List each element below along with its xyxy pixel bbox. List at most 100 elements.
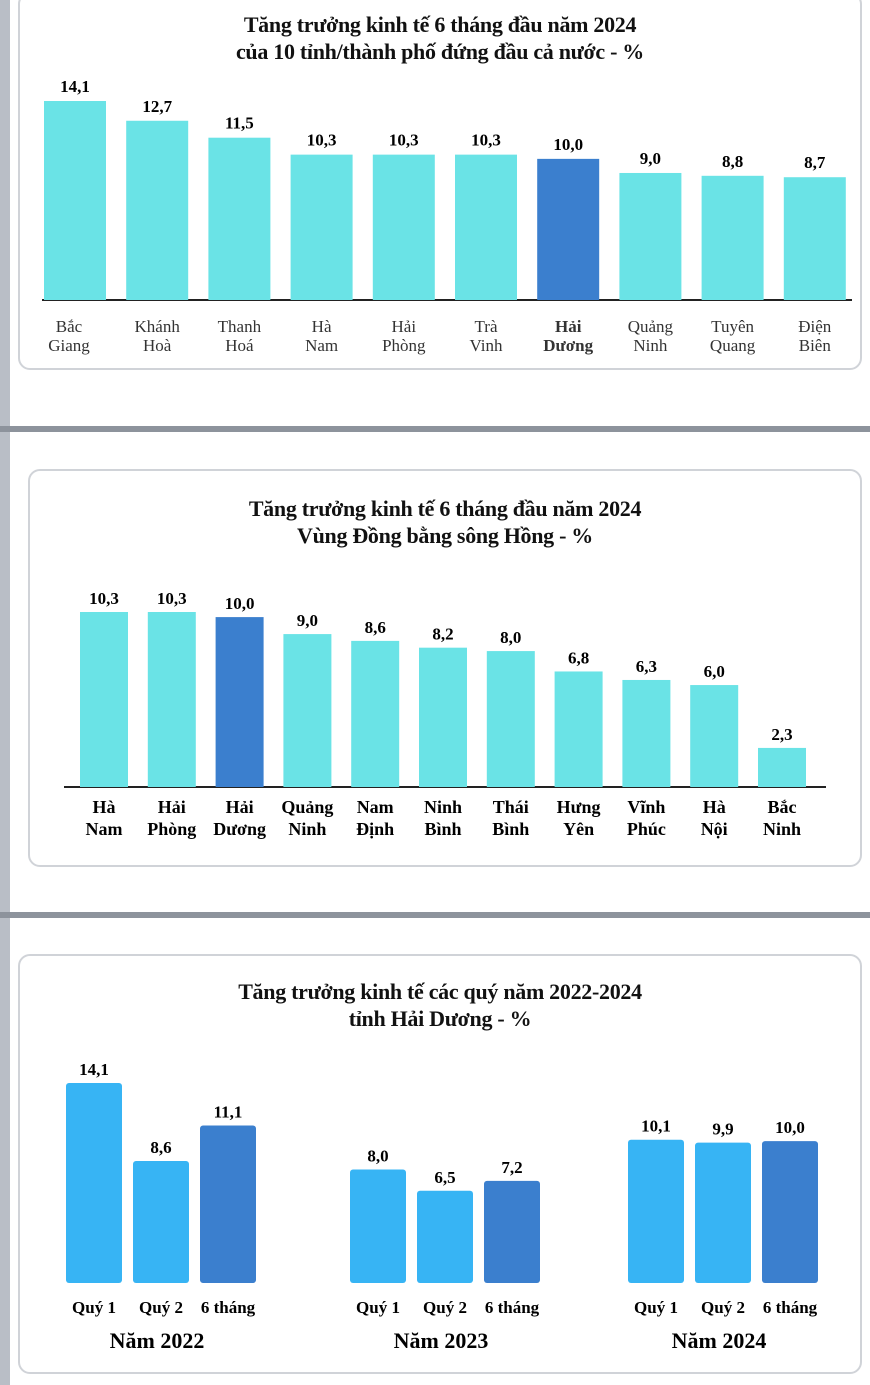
tick-label-nam-2022-quy-1: Quý 1	[72, 1298, 116, 1317]
data-label-nam-2024-quy-2: 9,9	[712, 1120, 733, 1139]
tick-label-dien-bien: Biên	[799, 336, 832, 355]
bar-khanh-hoa	[126, 120, 189, 300]
chart-title: Tăng trưởng kinh tế 6 tháng đầu năm 2024…	[20, 11, 860, 65]
tick-label-khanh-hoa: Hoà	[143, 336, 172, 355]
tick-label-hai-duong: Hải	[226, 797, 254, 817]
tick-label-nam-2023-6-thang: 6 tháng	[485, 1298, 540, 1317]
bar-bac-giang	[44, 101, 106, 300]
tick-label-vinh-phuc: Phúc	[627, 819, 666, 839]
data-label-nam-2022-quy-2: 8,6	[150, 1138, 171, 1157]
chart-subtitle: của 10 tỉnh/thành phố đứng đầu cả nước -…	[235, 39, 645, 64]
data-label-ha-noi: 6,0	[704, 662, 725, 681]
bar-ha-nam	[80, 612, 128, 787]
group-label-nam-2024: Năm 2024	[672, 1328, 767, 1353]
bar-quang-ninh	[283, 634, 332, 787]
tick-label-tuyen-quang: Tuyên	[711, 317, 754, 336]
data-label-tra-vinh: 10,3	[471, 131, 501, 150]
tick-label-nam-2022-quy-2: Quý 2	[139, 1298, 183, 1317]
data-label-nam-2024-6-thang: 10,0	[775, 1118, 805, 1137]
tick-label-nam-dinh: Nam	[357, 797, 394, 817]
data-label-hai-duong: 10,0	[225, 594, 255, 613]
bar-thanh-hoa	[208, 137, 271, 300]
tick-label-thanh-hoa: Thanh	[218, 317, 262, 336]
tick-label-tra-vinh: Trà	[475, 317, 498, 336]
data-label-nam-2023-quy-2: 6,5	[434, 1168, 455, 1187]
data-label-hai-phong: 10,3	[157, 589, 187, 608]
tick-label-ha-noi: Nội	[701, 819, 728, 839]
bar-nam-2022-6-thang	[200, 1125, 256, 1283]
tick-label-vinh-phuc: Vĩnh	[627, 797, 665, 817]
tick-label-ha-nam: Hà	[92, 797, 115, 817]
tick-label-hai-phong: Hải	[158, 797, 186, 817]
tick-label-nam-2022-6-thang: 6 tháng	[201, 1298, 256, 1317]
bar-hai-phong	[372, 154, 435, 300]
group-label-nam-2022: Năm 2022	[110, 1328, 205, 1353]
tick-label-bac-giang: Bắc	[56, 317, 83, 336]
tick-label-bac-ninh: Ninh	[763, 819, 801, 839]
bar-nam-2023-quy-2	[417, 1190, 473, 1283]
tick-label-nam-dinh: Định	[356, 819, 394, 839]
tick-label-nam-2024-quy-1: Quý 1	[634, 1298, 678, 1317]
chart-subtitle: Vùng Đồng bằng sông Hồng - %	[296, 523, 594, 548]
tick-label-dien-bien: Điện	[798, 317, 832, 336]
bar-thai-binh	[486, 651, 535, 787]
tick-label-nam-2023-quy-1: Quý 1	[356, 1298, 400, 1317]
tick-label-thai-binh: Thái	[493, 797, 529, 817]
chart-card-hai-duong-quarters: Tăng trưởng kinh tế các quý năm 2022-202…	[18, 954, 862, 1374]
tick-label-hai-phong: Phòng	[382, 336, 426, 355]
bar-nam-2024-quy-2	[695, 1142, 751, 1283]
section-divider	[0, 912, 870, 918]
bar-ha-noi	[690, 685, 739, 787]
data-label-quang-ninh: 9,0	[297, 611, 318, 630]
data-label-dien-bien: 8,7	[804, 153, 826, 172]
tick-label-ninh-binh: Ninh	[424, 797, 462, 817]
chart-card-top10: Tăng trưởng kinh tế 6 tháng đầu năm 2024…	[18, 0, 862, 370]
bar-hai-phong	[147, 612, 196, 787]
tick-label-nam-2023-quy-2: Quý 2	[423, 1298, 467, 1317]
bar-nam-2024-6-thang	[762, 1141, 818, 1283]
data-label-ha-nam: 10,3	[307, 131, 337, 150]
tick-label-bac-ninh: Bắc	[768, 797, 797, 817]
bar-hai-duong	[537, 158, 600, 300]
chart-title: Tăng trưởng kinh tế 6 tháng đầu năm 2024…	[30, 495, 860, 549]
bar-nam-2024-quy-1	[628, 1139, 684, 1283]
chart-title-line1: Tăng trưởng kinh tế 6 tháng đầu năm 2024	[243, 12, 637, 37]
bar-nam-2023-6-thang	[484, 1180, 540, 1283]
chart-title: Tăng trưởng kinh tế các quý năm 2022-202…	[20, 978, 860, 1032]
tick-label-quang-ninh: Ninh	[633, 336, 668, 355]
tick-label-ha-noi: Hà	[703, 797, 726, 817]
section-divider	[0, 426, 870, 432]
bar-chart-red-river-delta: 10,3HàNam10,3HảiPhòng10,0HảiDương9,0Quản…	[64, 589, 826, 839]
tick-label-hai-duong: Dương	[213, 819, 266, 839]
data-label-quang-ninh: 9,0	[640, 149, 661, 168]
bar-tuyen-quang	[701, 175, 764, 300]
tick-label-ha-nam: Nam	[305, 336, 338, 355]
data-label-nam-2022-6-thang: 11,1	[214, 1103, 243, 1122]
data-label-nam-2023-quy-1: 8,0	[367, 1147, 388, 1166]
data-label-hung-yen: 6,8	[568, 648, 589, 667]
bar-ninh-binh	[419, 647, 467, 787]
bar-vinh-phuc	[622, 679, 671, 787]
chart-title-line1: Tăng trưởng kinh tế các quý năm 2022-202…	[238, 979, 642, 1004]
left-edge-strip	[0, 0, 10, 1385]
tick-label-ha-nam: Hà	[312, 317, 332, 336]
tick-label-quang-ninh: Quảng	[628, 317, 674, 336]
tick-label-quang-ninh: Ninh	[288, 819, 326, 839]
tick-label-tra-vinh: Vinh	[470, 336, 503, 355]
tick-label-bac-giang: Giang	[48, 336, 90, 355]
data-label-hai-phong: 10,3	[389, 131, 419, 150]
bar-nam-2022-quy-1	[66, 1083, 122, 1283]
chart-card-red-river-delta: Tăng trưởng kinh tế 6 tháng đầu năm 2024…	[28, 469, 862, 867]
chart-subtitle: tỉnh Hải Dương - %	[348, 1006, 532, 1031]
tick-label-hai-duong: Dương	[543, 336, 593, 355]
bar-hai-duong	[215, 617, 264, 787]
data-label-khanh-hoa: 12,7	[142, 97, 172, 116]
group-label-nam-2023: Năm 2023	[394, 1328, 489, 1353]
tick-label-hai-phong: Hải	[392, 317, 417, 336]
tick-label-khanh-hoa: Khánh	[135, 317, 181, 336]
bar-nam-2023-quy-1	[350, 1169, 406, 1283]
bar-tra-vinh	[455, 154, 517, 300]
data-label-bac-ninh: 2,3	[771, 725, 792, 744]
data-label-bac-giang: 14,1	[60, 77, 90, 96]
